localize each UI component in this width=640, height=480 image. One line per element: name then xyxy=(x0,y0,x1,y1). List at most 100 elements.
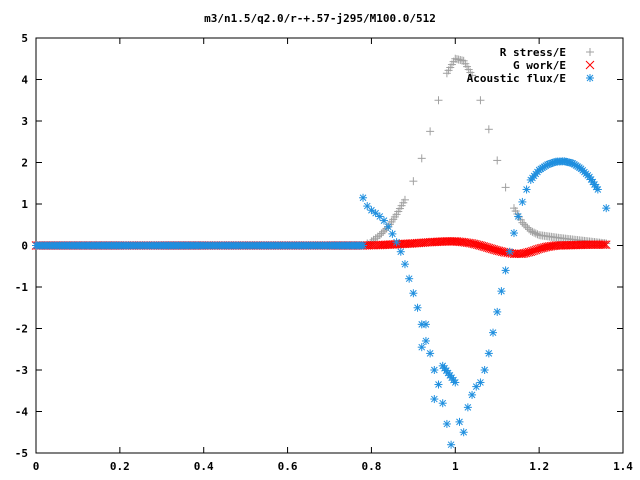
data-point xyxy=(434,96,443,105)
data-point xyxy=(476,96,485,105)
data-point xyxy=(468,71,477,80)
data-point xyxy=(533,245,542,254)
data-point xyxy=(426,127,435,136)
data-point xyxy=(497,247,507,257)
data-point xyxy=(451,378,460,387)
chart-title: m3/n1.5/q2.0/r-+.57-j295/M100.0/512 xyxy=(204,12,436,25)
data-point xyxy=(531,229,540,238)
data-point xyxy=(534,244,544,254)
x-tick-label: 0 xyxy=(33,460,40,473)
data-point xyxy=(487,244,497,254)
data-point xyxy=(384,222,393,231)
data-point xyxy=(371,209,380,218)
x-tick-label: 0.8 xyxy=(361,460,381,473)
data-point xyxy=(484,349,493,358)
legend-label: G work/E xyxy=(513,59,566,72)
data-point xyxy=(400,195,409,204)
data-point xyxy=(459,428,468,437)
data-point xyxy=(509,229,518,238)
data-point xyxy=(442,419,451,428)
legend-marker xyxy=(586,74,594,82)
data-point xyxy=(474,240,484,250)
data-point xyxy=(463,403,472,412)
data-point xyxy=(593,185,602,194)
data-point xyxy=(526,226,535,235)
data-point xyxy=(477,241,487,251)
data-point xyxy=(405,274,414,283)
data-point xyxy=(392,238,401,247)
y-tick-label: 1 xyxy=(21,198,28,211)
data-point xyxy=(468,390,477,399)
data-point xyxy=(600,240,609,250)
data-point xyxy=(539,243,549,252)
data-point xyxy=(489,245,499,254)
data-point xyxy=(417,154,426,163)
data-point xyxy=(496,246,505,256)
data-point xyxy=(536,244,546,253)
data-point xyxy=(417,343,426,352)
y-tick-label: -3 xyxy=(15,364,28,377)
data-point xyxy=(466,238,475,248)
data-point xyxy=(377,229,386,238)
legend-marker xyxy=(585,60,595,70)
data-point xyxy=(484,243,494,253)
data-point xyxy=(421,320,430,329)
y-tick-label: 5 xyxy=(21,32,28,45)
data-point xyxy=(447,440,456,449)
data-point xyxy=(601,240,611,250)
data-point xyxy=(396,247,405,256)
data-point xyxy=(530,228,539,237)
data-point xyxy=(373,232,382,241)
y-tick-label: 0 xyxy=(21,240,28,253)
data-point xyxy=(434,380,443,389)
data-point xyxy=(491,245,500,255)
data-point xyxy=(518,197,527,206)
data-point xyxy=(481,242,490,252)
data-point xyxy=(430,366,439,374)
data-point xyxy=(367,206,376,215)
x-tick-label: 0.4 xyxy=(194,460,214,473)
y-tick-label: 2 xyxy=(21,157,28,170)
data-point xyxy=(413,303,422,312)
data-point xyxy=(529,246,539,255)
legend-label: R stress/E xyxy=(500,46,566,59)
data-point xyxy=(472,240,482,250)
x-tick-label: 0.6 xyxy=(278,460,298,473)
data-point xyxy=(514,212,523,221)
data-point xyxy=(602,204,611,213)
data-point xyxy=(380,216,389,225)
data-point xyxy=(484,125,493,134)
legend-marker xyxy=(586,48,594,56)
data-point xyxy=(400,260,409,269)
x-tick-label: 0.2 xyxy=(110,460,130,473)
data-point xyxy=(455,417,464,426)
data-point xyxy=(409,177,418,186)
data-point xyxy=(523,248,532,257)
data-point xyxy=(476,378,485,387)
data-point xyxy=(518,218,527,227)
y-tick-label: -4 xyxy=(15,406,29,419)
data-point xyxy=(518,249,527,259)
data-point xyxy=(380,226,389,235)
data-point xyxy=(533,230,542,239)
data-point xyxy=(505,247,514,256)
data-point xyxy=(493,156,502,165)
data-point xyxy=(526,247,536,257)
data-point xyxy=(501,266,510,275)
data-point xyxy=(467,239,477,248)
data-point xyxy=(519,249,529,258)
data-point xyxy=(421,336,430,345)
data-point xyxy=(438,399,447,408)
data-point xyxy=(598,240,608,250)
y-tick-label: 4 xyxy=(21,74,28,87)
data-point xyxy=(492,246,502,255)
data-point xyxy=(493,307,502,316)
series-2 xyxy=(32,157,611,449)
data-point xyxy=(388,229,397,238)
data-point xyxy=(482,243,492,252)
data-point xyxy=(531,245,541,255)
x-tick-label: 1 xyxy=(452,460,459,473)
data-point xyxy=(522,185,531,194)
data-point xyxy=(371,234,380,243)
data-point xyxy=(469,239,479,249)
